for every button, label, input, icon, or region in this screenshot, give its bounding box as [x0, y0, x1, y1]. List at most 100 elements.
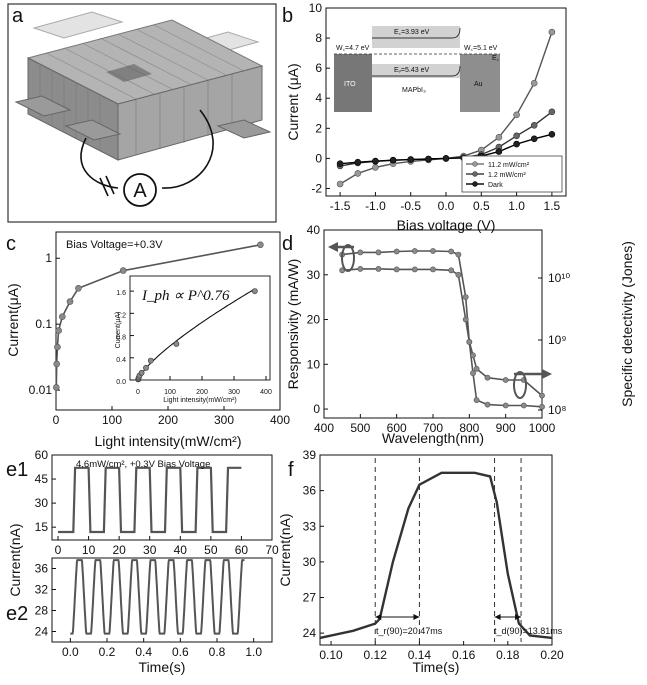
decay-time-label: t_d(90)=13.81ms [494, 626, 563, 636]
spectrum-marker-1 [502, 402, 509, 409]
spectrum-marker-1 [462, 294, 469, 300]
panel-e-xlabel: Time(s) [139, 659, 186, 675]
panel-f-ytick-label: 36 [303, 484, 317, 498]
spectrum-marker-2 [470, 352, 476, 359]
legend-marker-3 [472, 181, 478, 187]
spectrum-marker-2 [411, 266, 418, 273]
panel-d-axes [323, 229, 543, 419]
panel-b-ticks: -1.5 -1.0 -0.5 0.0 0.5 1.0 1.5 -2 0 2 4 6 8 10 [309, 1, 561, 213]
series-marker-2 [513, 132, 520, 140]
panel-c-label: c [6, 233, 16, 255]
battery-plate-2 [105, 175, 115, 195]
panel-d-xtick-label: 400 [314, 421, 334, 435]
legend-entry-2: 1.2 mW/cm² [488, 172, 526, 179]
panel-d-right-ytick-label: 10⁸ [548, 403, 566, 417]
panel-f-ytick-label: 30 [303, 555, 317, 569]
inset-ytick-label: 0.4 [116, 357, 126, 364]
panel-d-xlabel: Wavelength(nm) [382, 430, 484, 446]
battery-plate-1 [99, 177, 109, 197]
panel-e1-xtick-label: 40 [174, 543, 188, 557]
panel-b-ytick-label: 4 [315, 91, 322, 105]
legend-entry-1: 11.2 mW/cm² [488, 162, 530, 169]
panel-e2-xtick-label: 0.2 [99, 645, 116, 659]
panel-c-inset-ticks: 0 100 200 300 400 0.0 0.4 0.8 1.2 1.6 [116, 290, 272, 396]
spectrum-marker-1 [520, 402, 527, 409]
panel-d-series [339, 248, 545, 410]
legend-entry-3: Dark [488, 182, 503, 189]
ammeter-label: A [133, 180, 147, 202]
inset-xtick-label: 300 [228, 389, 240, 396]
panel-d: d 400 500 600 700 800 900 1000 0 10 20 30 40 10⁸ 10⁹ 1… [282, 223, 635, 446]
series-marker-1 [513, 111, 520, 119]
panel-e2-ytick-label: 24 [35, 625, 49, 639]
panel-c-series [52, 241, 264, 391]
right-axis-ellipse [513, 371, 527, 399]
panel-d-xtick-label: 600 [387, 421, 407, 435]
intensity-marker [119, 267, 127, 274]
series-marker-3 [354, 158, 362, 166]
spectrum-marker-2 [462, 316, 469, 323]
panel-b-xlabel: Bias voltage (V) [397, 217, 496, 233]
panel-e2-label: e2 [6, 603, 28, 625]
spectrum-marker-1 [455, 251, 462, 258]
panel-f-ytick-label: 33 [303, 519, 317, 533]
intensity-marker [55, 327, 62, 334]
series-marker-3 [442, 155, 450, 162]
legend-marker-2 [472, 171, 478, 177]
panel-e1-xtick-label: 60 [235, 543, 249, 557]
intensity-marker [52, 384, 60, 391]
panel-d-right-ytick-label: 10⁹ [548, 333, 567, 347]
inset-xtick-label: 400 [260, 389, 272, 396]
conduction-band-region [372, 26, 460, 48]
electrode-bottom-mid [64, 119, 122, 141]
panel-b-ylabel: Current (μA) [285, 63, 301, 140]
panel-e2-ytick-label: 28 [35, 604, 49, 618]
spectrum-line-1 [342, 250, 543, 408]
panel-e2-ytick-label: 36 [35, 562, 49, 576]
inset-marker [251, 288, 258, 294]
panel-f-ytick-label: 27 [303, 591, 317, 605]
series-marker-3 [548, 131, 556, 138]
panel-b-series [336, 28, 556, 188]
band-wf-right-label: W꜀=5.1 eV [464, 45, 498, 52]
intensity-marker [66, 298, 74, 305]
ammeter-icon [123, 173, 157, 207]
series-marker-1 [354, 170, 362, 177]
panel-e1-xtick-label: 50 [204, 543, 218, 557]
panel-e1-xtick-label: 20 [112, 543, 126, 557]
circuit-wire-right [161, 109, 214, 189]
panel-f-xtick-label: 0.20 [540, 648, 564, 662]
spectrum-marker-2 [539, 392, 545, 399]
panel-f-ytick-label: 24 [303, 626, 317, 640]
panel-e1-axes [51, 454, 273, 541]
spectrum-marker-1 [357, 249, 364, 256]
legend-marker-1 [472, 161, 478, 167]
inset-fit-line [137, 288, 256, 381]
panel-c-ytick-label: 0.01 [29, 383, 53, 397]
panel-f-ticks: 0.10 0.12 0.14 0.16 0.18 0.20 24 27 30 33 36 39 [303, 448, 564, 662]
panel-f-xtick-label: 0.10 [319, 648, 343, 662]
panel-d-ylabel-right: Specific detectivity (Jones) [619, 241, 635, 407]
spectrum-marker-2 [375, 265, 382, 272]
inset-marker [147, 357, 154, 364]
panel-b-ytick-label: 8 [315, 31, 322, 45]
spectrum-marker-1 [375, 249, 382, 256]
panel-a-label: a [12, 5, 24, 27]
panel-f-xtick-label: 0.12 [364, 648, 388, 662]
series-marker-3 [425, 155, 432, 163]
panel-f-xlabel: Time(s) [413, 659, 460, 675]
panel-e1-ytick-label: 45 [35, 472, 49, 486]
series-marker-3 [495, 148, 503, 155]
panel-b-ytick-label: 10 [309, 1, 323, 15]
conduction-band-edge [372, 27, 461, 39]
panel-c-ytick-label: 1 [45, 251, 52, 265]
panel-e1-ticks: 0 10 20 30 40 50 60 70 15 30 45 60 [35, 448, 279, 557]
panel-d-xtick-label: 700 [423, 421, 443, 435]
spectrum-marker-2 [455, 271, 462, 278]
panel-e2-ytick-label: 32 [35, 583, 49, 597]
panel-b-xtick-label: -0.5 [400, 199, 421, 213]
left-axis-arrowhead [328, 242, 338, 252]
spectrum-marker-2 [448, 267, 455, 274]
panel-e2-xtick-label: 0.4 [135, 645, 152, 659]
